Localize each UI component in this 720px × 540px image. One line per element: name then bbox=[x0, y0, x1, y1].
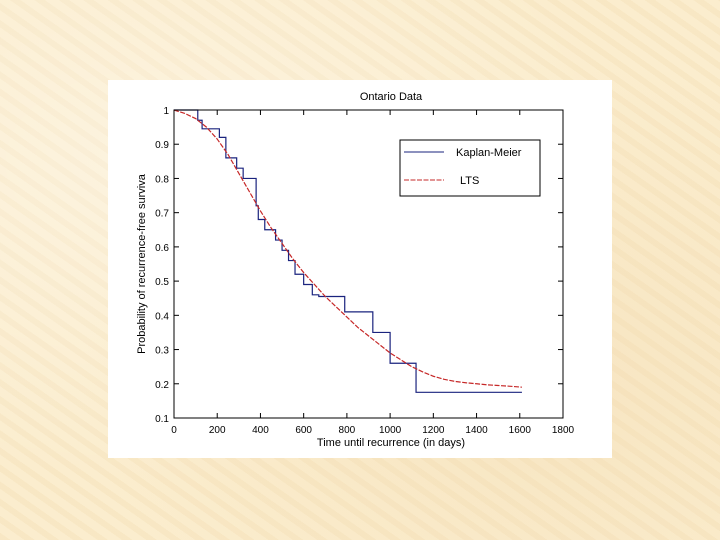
chart-title: Ontario Data bbox=[360, 91, 423, 103]
x-tick-label-800: 800 bbox=[339, 425, 356, 436]
figure-panel: Ontario Data 0.1 0.2 0.3 0.4 0.5 0.6 0.7 0.8 0.9… bbox=[108, 80, 612, 458]
x-axis-label: Time until recurrence (in days) bbox=[317, 437, 465, 449]
x-tick-label-1000: 1000 bbox=[379, 425, 402, 436]
x-tick-label-1800: 1800 bbox=[552, 425, 575, 436]
series-line-kaplan-meier bbox=[174, 109, 522, 393]
y-tick-label-0-3: 0.3 bbox=[155, 346, 169, 357]
x-tick-label-1600: 1600 bbox=[509, 425, 532, 436]
y-tick-label-1: 1 bbox=[163, 106, 169, 117]
y-tick-label-0-1: 0.1 bbox=[155, 414, 169, 425]
x-tick-label-200: 200 bbox=[209, 425, 226, 436]
y-tick-label-0-8: 0.8 bbox=[155, 174, 169, 185]
x-tick-label-1400: 1400 bbox=[465, 425, 488, 436]
x-tick-label-1200: 1200 bbox=[422, 425, 445, 436]
y-tick-label-0-2: 0.2 bbox=[155, 380, 169, 391]
chart: Ontario Data 0.1 0.2 0.3 0.4 0.5 0.6 0.7 0.8 0.9… bbox=[136, 91, 575, 449]
legend-label-kaplan-meier: Kaplan-Meier bbox=[456, 147, 522, 159]
y-axis-label: Probability of recurrence-free surviva bbox=[136, 173, 148, 354]
y-tick-label-0-5: 0.5 bbox=[155, 277, 169, 288]
x-ticks: 0 200 400 600 800 1000 1200 1400 1600 1800 bbox=[171, 110, 575, 436]
plot-frame bbox=[173, 109, 564, 419]
series-lines bbox=[173, 109, 522, 393]
x-tick-label-0: 0 bbox=[171, 425, 177, 436]
legend-box bbox=[399, 139, 541, 197]
x-tick-label-600: 600 bbox=[295, 425, 312, 436]
y-tick-label-0-7: 0.7 bbox=[155, 209, 169, 220]
y-tick-label-0-9: 0.9 bbox=[155, 140, 169, 151]
legend-label-lts: LTS bbox=[460, 175, 479, 187]
y-tick-label-0-6: 0.6 bbox=[155, 243, 169, 254]
series-line-lts bbox=[173, 109, 522, 388]
y-tick-label-0-4: 0.4 bbox=[155, 311, 169, 322]
legend: Kaplan-Meier LTS bbox=[399, 139, 541, 197]
x-tick-label-400: 400 bbox=[252, 425, 269, 436]
